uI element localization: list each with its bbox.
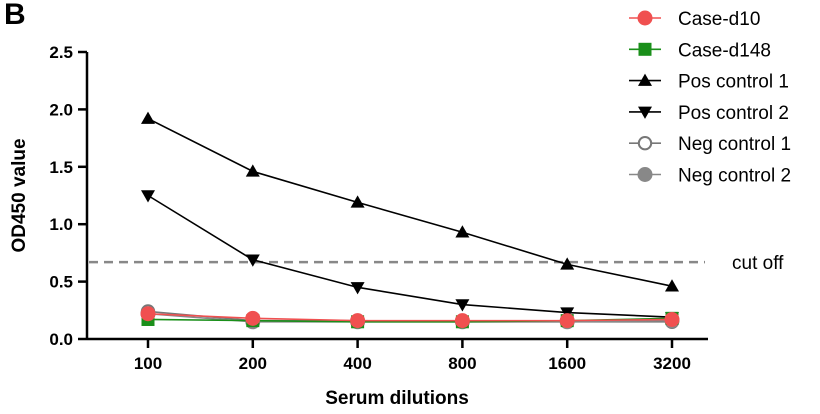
y-tick-label: 2.0 xyxy=(49,100,73,119)
data-point xyxy=(350,282,365,295)
data-point xyxy=(454,313,470,329)
legend-marker xyxy=(637,167,653,182)
legend-label: Case-d148 xyxy=(678,40,771,61)
legend-item: Neg control 1 xyxy=(629,134,791,155)
legend-item: Case-d148 xyxy=(629,40,771,61)
data-point xyxy=(140,306,156,322)
legend-label: Pos control 2 xyxy=(678,103,789,124)
legend-marker xyxy=(637,10,653,26)
data-point xyxy=(455,225,470,238)
legend-item: Case-d10 xyxy=(629,9,760,30)
legend-label: Neg control 1 xyxy=(678,134,791,155)
legend-label: Case-d10 xyxy=(678,9,760,30)
data-point xyxy=(245,164,260,177)
data-point xyxy=(560,257,575,270)
panel-label: B xyxy=(4,0,26,31)
series-group xyxy=(140,111,680,330)
data-point xyxy=(141,190,155,203)
data-point xyxy=(350,195,365,208)
series-3 xyxy=(141,190,679,325)
cutoff-label: cut off xyxy=(732,253,784,274)
legend-marker xyxy=(638,42,652,56)
x-tick-label: 800 xyxy=(448,354,476,373)
series-0 xyxy=(140,306,680,329)
legend-item: Pos control 2 xyxy=(629,103,789,124)
legend-label: Neg control 2 xyxy=(678,166,791,187)
data-point xyxy=(559,313,575,329)
x-axis-title: Serum dilutions xyxy=(325,388,469,409)
axes: 0.0 0.5 1.0 1.5 2.0 2.5 100 200 400 800 1600 3200 xyxy=(49,43,708,373)
data-point xyxy=(455,299,470,312)
legend-marker xyxy=(637,136,653,151)
data-point xyxy=(350,313,366,329)
y-tick-label: 2.5 xyxy=(49,43,73,62)
data-point xyxy=(245,254,260,267)
legend-label: Pos control 1 xyxy=(678,72,789,93)
cutoff-line-group: cut off xyxy=(89,253,784,274)
series-line xyxy=(147,312,673,322)
x-tick-label: 1600 xyxy=(548,354,586,373)
x-tick-label: 3200 xyxy=(653,354,691,373)
series-line xyxy=(147,194,673,318)
legend-marker xyxy=(638,73,652,86)
series-line xyxy=(147,117,673,287)
x-tick-label: 100 xyxy=(134,354,162,373)
data-point xyxy=(664,311,680,327)
x-tick-label: 200 xyxy=(239,354,267,373)
legend-item: Pos control 1 xyxy=(629,72,789,93)
y-tick-label: 0.5 xyxy=(49,273,73,292)
series-2 xyxy=(141,111,679,292)
y-tick-label: 1.0 xyxy=(49,215,73,234)
y-axis-title: OD450 value xyxy=(9,138,30,252)
legend: Case-d10 Case-d148 Pos control 1 Pos contro… xyxy=(629,9,791,187)
legend-item: Neg control 2 xyxy=(629,166,791,187)
data-point xyxy=(141,111,155,124)
data-point xyxy=(665,279,679,292)
legend-marker xyxy=(638,106,652,119)
x-tick-label: 400 xyxy=(343,354,371,373)
y-tick-label: 1.5 xyxy=(49,158,73,177)
y-tick-label: 0.0 xyxy=(49,330,73,349)
data-point xyxy=(245,310,261,326)
